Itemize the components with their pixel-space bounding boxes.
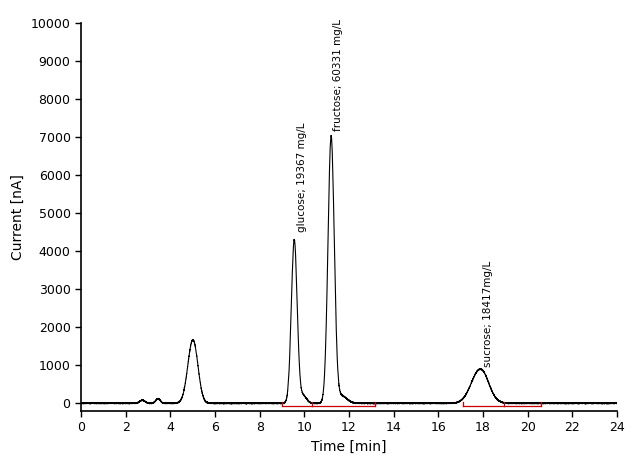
Text: fructose; 60331 mg/L: fructose; 60331 mg/L — [333, 20, 343, 132]
X-axis label: Time [min]: Time [min] — [311, 440, 387, 454]
Y-axis label: Current [nA]: Current [nA] — [11, 174, 25, 260]
Text: glucose; 19367 mg/L: glucose; 19367 mg/L — [296, 123, 307, 232]
Text: sucrose; 18417mg/L: sucrose; 18417mg/L — [483, 261, 493, 367]
